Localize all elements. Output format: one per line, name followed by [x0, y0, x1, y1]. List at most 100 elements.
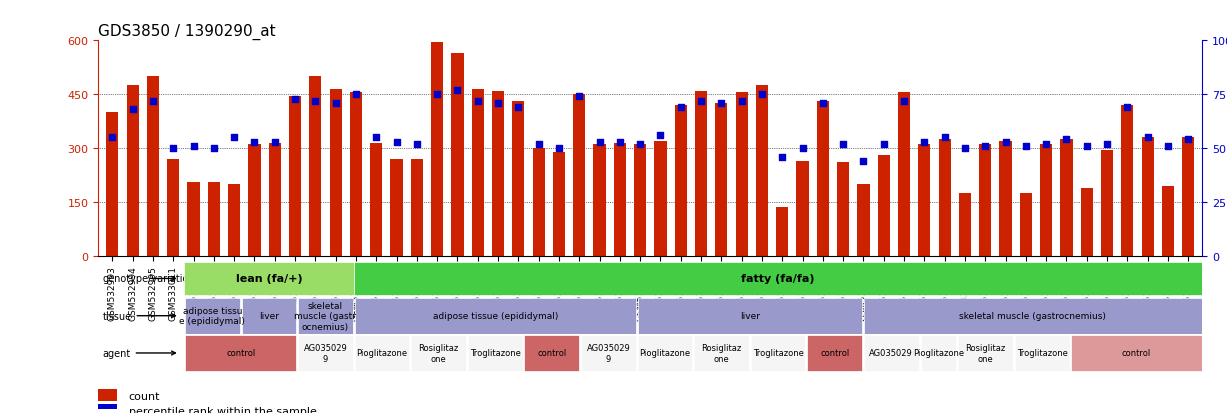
- Point: [306, 98, 325, 105]
- Bar: [107, 113, 119, 256]
- Text: control: control: [537, 349, 567, 358]
- Text: tissue: tissue: [102, 311, 175, 321]
- Bar: [355, 298, 636, 334]
- Point: [854, 158, 874, 165]
- Bar: [920, 335, 956, 371]
- Bar: [594, 145, 606, 256]
- Point: [1037, 141, 1056, 148]
- Bar: [864, 298, 1201, 334]
- Bar: [188, 183, 200, 256]
- Bar: [898, 93, 910, 256]
- Point: [467, 98, 487, 105]
- Point: [1016, 143, 1036, 150]
- Text: AG035029
9: AG035029 9: [587, 344, 631, 363]
- Text: count: count: [129, 392, 161, 401]
- Text: lean (fa/+): lean (fa/+): [236, 274, 302, 284]
- Bar: [248, 145, 260, 256]
- Bar: [1162, 186, 1174, 256]
- Bar: [512, 102, 524, 256]
- Bar: [939, 140, 951, 256]
- Bar: [98, 389, 117, 401]
- Text: Rosiglitaz
one: Rosiglitaz one: [702, 344, 741, 363]
- Point: [326, 100, 346, 107]
- Bar: [167, 159, 179, 256]
- Bar: [269, 143, 281, 256]
- Bar: [242, 298, 296, 334]
- Text: AG035029: AG035029: [870, 349, 913, 358]
- Bar: [777, 208, 788, 256]
- Point: [1077, 143, 1097, 150]
- Point: [975, 143, 995, 150]
- Bar: [98, 404, 117, 413]
- Bar: [185, 335, 296, 371]
- Bar: [807, 335, 863, 371]
- Text: Troglitazone: Troglitazone: [752, 349, 804, 358]
- Point: [529, 141, 548, 148]
- Text: adipose tissu
e (epididymal): adipose tissu e (epididymal): [179, 306, 245, 325]
- Bar: [694, 91, 707, 256]
- Point: [488, 100, 508, 107]
- Text: control: control: [226, 349, 255, 358]
- Point: [103, 135, 123, 141]
- Point: [894, 98, 914, 105]
- Point: [550, 145, 569, 152]
- Point: [793, 145, 812, 152]
- Point: [610, 139, 629, 145]
- Text: Pioglitazone: Pioglitazone: [639, 349, 691, 358]
- Bar: [858, 185, 870, 256]
- Bar: [1020, 193, 1032, 256]
- Bar: [290, 97, 301, 256]
- Bar: [654, 142, 666, 256]
- Text: control: control: [820, 349, 849, 358]
- Text: control: control: [1121, 349, 1151, 358]
- Bar: [126, 86, 139, 256]
- Bar: [228, 185, 240, 256]
- Point: [367, 135, 387, 141]
- Text: Rosiglitaz
one: Rosiglitaz one: [966, 344, 1006, 363]
- Point: [123, 107, 142, 113]
- Point: [691, 98, 710, 105]
- Bar: [694, 335, 748, 371]
- Text: liver: liver: [740, 311, 760, 320]
- Text: GDS3850 / 1390290_at: GDS3850 / 1390290_at: [98, 24, 276, 40]
- Point: [833, 141, 853, 148]
- Point: [144, 98, 163, 105]
- Bar: [431, 43, 443, 256]
- Bar: [1040, 145, 1053, 256]
- Point: [1178, 137, 1198, 143]
- Bar: [864, 335, 919, 371]
- Bar: [147, 77, 160, 256]
- Bar: [796, 161, 809, 256]
- Point: [569, 94, 589, 100]
- Bar: [452, 54, 464, 256]
- Point: [448, 88, 467, 94]
- Text: Troglitazone: Troglitazone: [1017, 349, 1067, 358]
- Bar: [638, 335, 692, 371]
- Point: [184, 143, 204, 150]
- Bar: [735, 93, 747, 256]
- Bar: [918, 145, 930, 256]
- Bar: [1000, 142, 1011, 256]
- Text: skeletal
muscle (gastr
ocnemius): skeletal muscle (gastr ocnemius): [294, 301, 357, 331]
- Point: [244, 139, 264, 145]
- Bar: [817, 102, 829, 256]
- Bar: [298, 298, 353, 334]
- Point: [650, 133, 670, 139]
- Bar: [471, 90, 483, 256]
- Point: [814, 100, 833, 107]
- Bar: [751, 335, 805, 371]
- Bar: [390, 159, 402, 256]
- Bar: [350, 93, 362, 256]
- Bar: [1015, 335, 1070, 371]
- Point: [508, 104, 528, 111]
- Bar: [1182, 138, 1194, 256]
- Text: fatty (fa/fa): fatty (fa/fa): [741, 274, 815, 284]
- Bar: [298, 335, 353, 371]
- Point: [590, 139, 610, 145]
- Bar: [582, 335, 636, 371]
- Point: [935, 135, 955, 141]
- Bar: [614, 143, 626, 256]
- Text: AG035029
9: AG035029 9: [303, 344, 347, 363]
- Point: [731, 98, 751, 105]
- Bar: [467, 335, 523, 371]
